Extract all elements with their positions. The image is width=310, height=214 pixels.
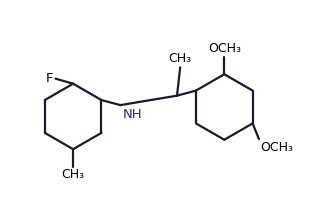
Text: OCH₃: OCH₃ [208, 42, 241, 55]
Text: NH: NH [122, 108, 142, 121]
Text: CH₃: CH₃ [62, 168, 85, 181]
Text: F: F [46, 72, 53, 85]
Text: CH₃: CH₃ [169, 52, 192, 65]
Text: OCH₃: OCH₃ [260, 141, 293, 154]
